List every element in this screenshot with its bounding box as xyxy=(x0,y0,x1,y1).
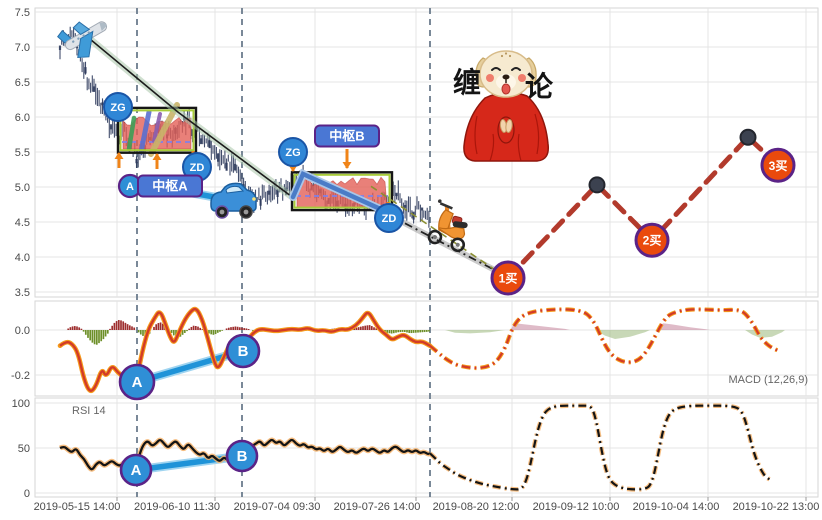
svg-text:B: B xyxy=(238,343,249,360)
svg-text:中枢A: 中枢A xyxy=(152,179,188,194)
svg-text:中枢B: 中枢B xyxy=(329,129,364,144)
price-axis-tick: 3.5 xyxy=(15,287,30,299)
car-emoji xyxy=(210,182,257,219)
date-axis-label: 2019-10-22 13:00 xyxy=(733,501,820,513)
pivot-label-a[interactable]: A 中枢A xyxy=(117,173,203,199)
svg-text:ZD: ZD xyxy=(382,213,397,225)
price-axis-tick: 7.0 xyxy=(15,42,30,54)
zg-badge[interactable]: ZG xyxy=(278,137,308,167)
swing-high-dot xyxy=(588,176,606,194)
rsi-axis-tick: 100 xyxy=(12,398,30,410)
svg-text:ZG: ZG xyxy=(110,102,125,114)
date-axis-label: 2019-08-20 12:00 xyxy=(433,501,520,513)
airplane-emoji xyxy=(57,21,108,59)
rsi-axis-tick: 0 xyxy=(24,488,30,500)
swing-high-dot xyxy=(739,128,757,146)
pivot-label-b[interactable]: 中枢B xyxy=(314,124,380,148)
axis-labels: 7.5 7.0 6.5 6.0 5.5 5.0 4.5 4.0 3.5 0.0 -0.2 100 50 0… xyxy=(11,7,819,513)
rsi-axis-tick: 50 xyxy=(18,443,30,455)
pivot-labels: A 中枢A 中枢B xyxy=(117,124,380,199)
price-axis-tick: 4.5 xyxy=(15,217,30,229)
marker-a[interactable]: A xyxy=(119,453,153,487)
macd-panel xyxy=(57,306,785,394)
price-axis-tick: 5.0 xyxy=(15,182,30,194)
chanlun-dog-sticker: 缠论 xyxy=(453,50,554,162)
svg-text:2买: 2买 xyxy=(643,234,662,248)
macd-panel-border xyxy=(34,300,819,397)
grid-and-frames xyxy=(34,7,819,501)
svg-text:3买: 3买 xyxy=(769,159,788,173)
marker-b[interactable]: B xyxy=(225,333,261,369)
svg-text:ZG: ZG xyxy=(285,147,300,159)
svg-text:B: B xyxy=(237,448,248,465)
date-axis-label: 2019-09-12 10:00 xyxy=(533,501,620,513)
lun-character: 论 xyxy=(525,71,554,102)
zg-zd-badges: ZG ZD ZG ZD xyxy=(103,92,404,233)
pivot-b-stroke xyxy=(289,168,391,216)
price-axis-tick: 7.5 xyxy=(15,7,30,19)
zhongshu-box-a[interactable] xyxy=(116,102,198,157)
buy-point-3[interactable]: 3买 xyxy=(760,147,796,183)
date-axis-label: 2019-10-04 14:00 xyxy=(633,501,720,513)
chan-character: 缠 xyxy=(453,66,481,98)
zg-badge[interactable]: ZG xyxy=(103,92,133,122)
buy-point-1[interactable]: 1买 xyxy=(490,260,526,296)
price-axis-tick: 5.5 xyxy=(15,147,30,159)
price-axis-tick: 6.5 xyxy=(15,77,30,89)
macd-dif-dea-lines xyxy=(57,306,781,394)
date-axis-label: 2019-05-15 14:00 xyxy=(34,501,121,513)
downtrend-line xyxy=(82,32,508,279)
date-axis-label: 2019-06-10 11:30 xyxy=(134,501,220,513)
marker-a[interactable]: A xyxy=(118,363,156,401)
svg-text:A: A xyxy=(131,462,142,479)
price-axis-tick: 6.0 xyxy=(15,112,30,124)
zd-badge[interactable]: ZD xyxy=(374,203,404,233)
buy-point-2[interactable]: 2买 xyxy=(634,222,670,258)
price-axis-tick: 4.0 xyxy=(15,252,30,264)
forecast-path: 1买 2买 3买 xyxy=(490,128,796,296)
marker-b[interactable]: B xyxy=(225,439,259,473)
svg-text:1买: 1买 xyxy=(499,272,518,286)
segment-divider-lines xyxy=(136,8,431,497)
date-axis-label: 2019-07-04 09:30 xyxy=(234,501,321,513)
svg-text:ZD: ZD xyxy=(190,162,205,174)
macd-axis-tick: 0.0 xyxy=(15,325,30,337)
svg-text:A: A xyxy=(132,374,143,391)
ab-markers: A B A B xyxy=(118,333,261,487)
svg-text:A: A xyxy=(126,181,134,193)
macd-axis-tick: -0.2 xyxy=(11,370,30,382)
scooter-emoji xyxy=(427,199,468,253)
date-axis-label: 2019-07-26 14:00 xyxy=(334,501,421,513)
